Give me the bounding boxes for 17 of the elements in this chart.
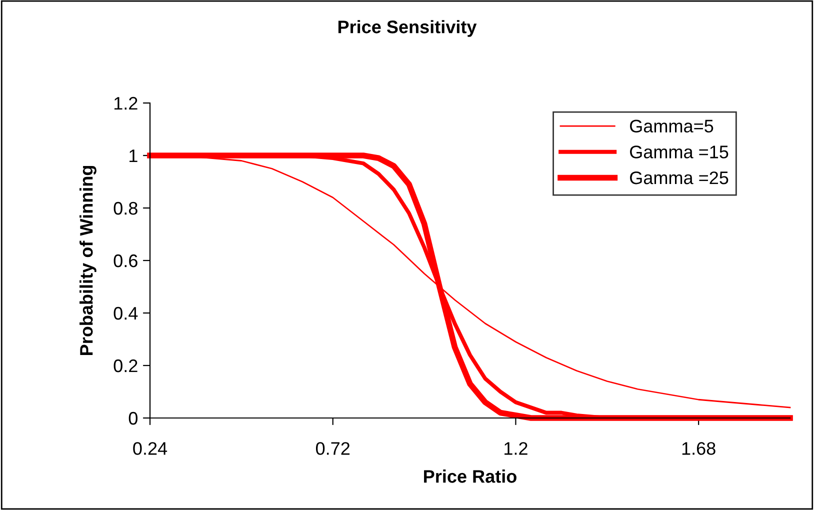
- chart-title: Price Sensitivity: [338, 20, 477, 37]
- y-axis-title: Probability of Winning: [80, 166, 96, 355]
- y-tick-label: 1: [130, 150, 138, 162]
- y-tick-label: 0.4: [114, 306, 138, 320]
- legend-label: Gamma =25: [630, 171, 728, 184]
- x-tick-label: 1.2: [504, 442, 528, 455]
- y-tick-label: 0.8: [114, 202, 138, 215]
- y-tick-label: 0.2: [114, 359, 138, 372]
- y-tick-label: 0.6: [114, 254, 138, 268]
- x-tick-label: 1.68: [682, 442, 716, 455]
- x-tick-label: 0.72: [316, 442, 350, 455]
- x-axis-title: Price Ratio: [424, 470, 516, 483]
- y-tick-label: 0: [128, 412, 138, 425]
- x-tick-label: 0.24: [133, 442, 168, 455]
- legend-label: Gamma =15: [630, 146, 728, 158]
- legend-label: Gamma=5: [630, 120, 714, 133]
- y-tick-label: 1.2: [114, 96, 138, 110]
